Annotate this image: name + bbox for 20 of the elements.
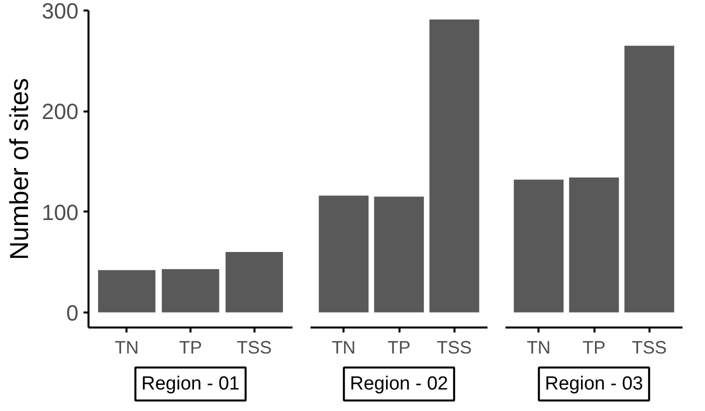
x-tick-label: TN — [526, 338, 551, 358]
x-tick-label: TSS — [436, 338, 472, 358]
y-tick-label: 100 — [42, 200, 79, 225]
y-tick-label: 200 — [42, 99, 79, 124]
x-tick-label: TP — [179, 338, 202, 358]
y-tick-label: 300 — [42, 0, 79, 24]
x-tick-label: TP — [582, 338, 606, 358]
x-tick-label: TN — [332, 338, 356, 358]
text: Region - 02 — [350, 374, 448, 394]
text: Region - 01 — [141, 374, 240, 394]
text: Region - 03 — [544, 374, 644, 394]
x-tick-label: TN — [114, 338, 139, 358]
bar — [98, 270, 156, 312]
x-tick-label: TP — [388, 338, 411, 358]
bar — [226, 252, 283, 312]
bar — [162, 269, 220, 312]
x-tick-label: TSS — [236, 338, 272, 358]
y-axis-title: Number of sites — [4, 78, 34, 260]
y-tick-label: 0 — [66, 300, 79, 326]
x-tick-label: TSS — [632, 338, 667, 358]
